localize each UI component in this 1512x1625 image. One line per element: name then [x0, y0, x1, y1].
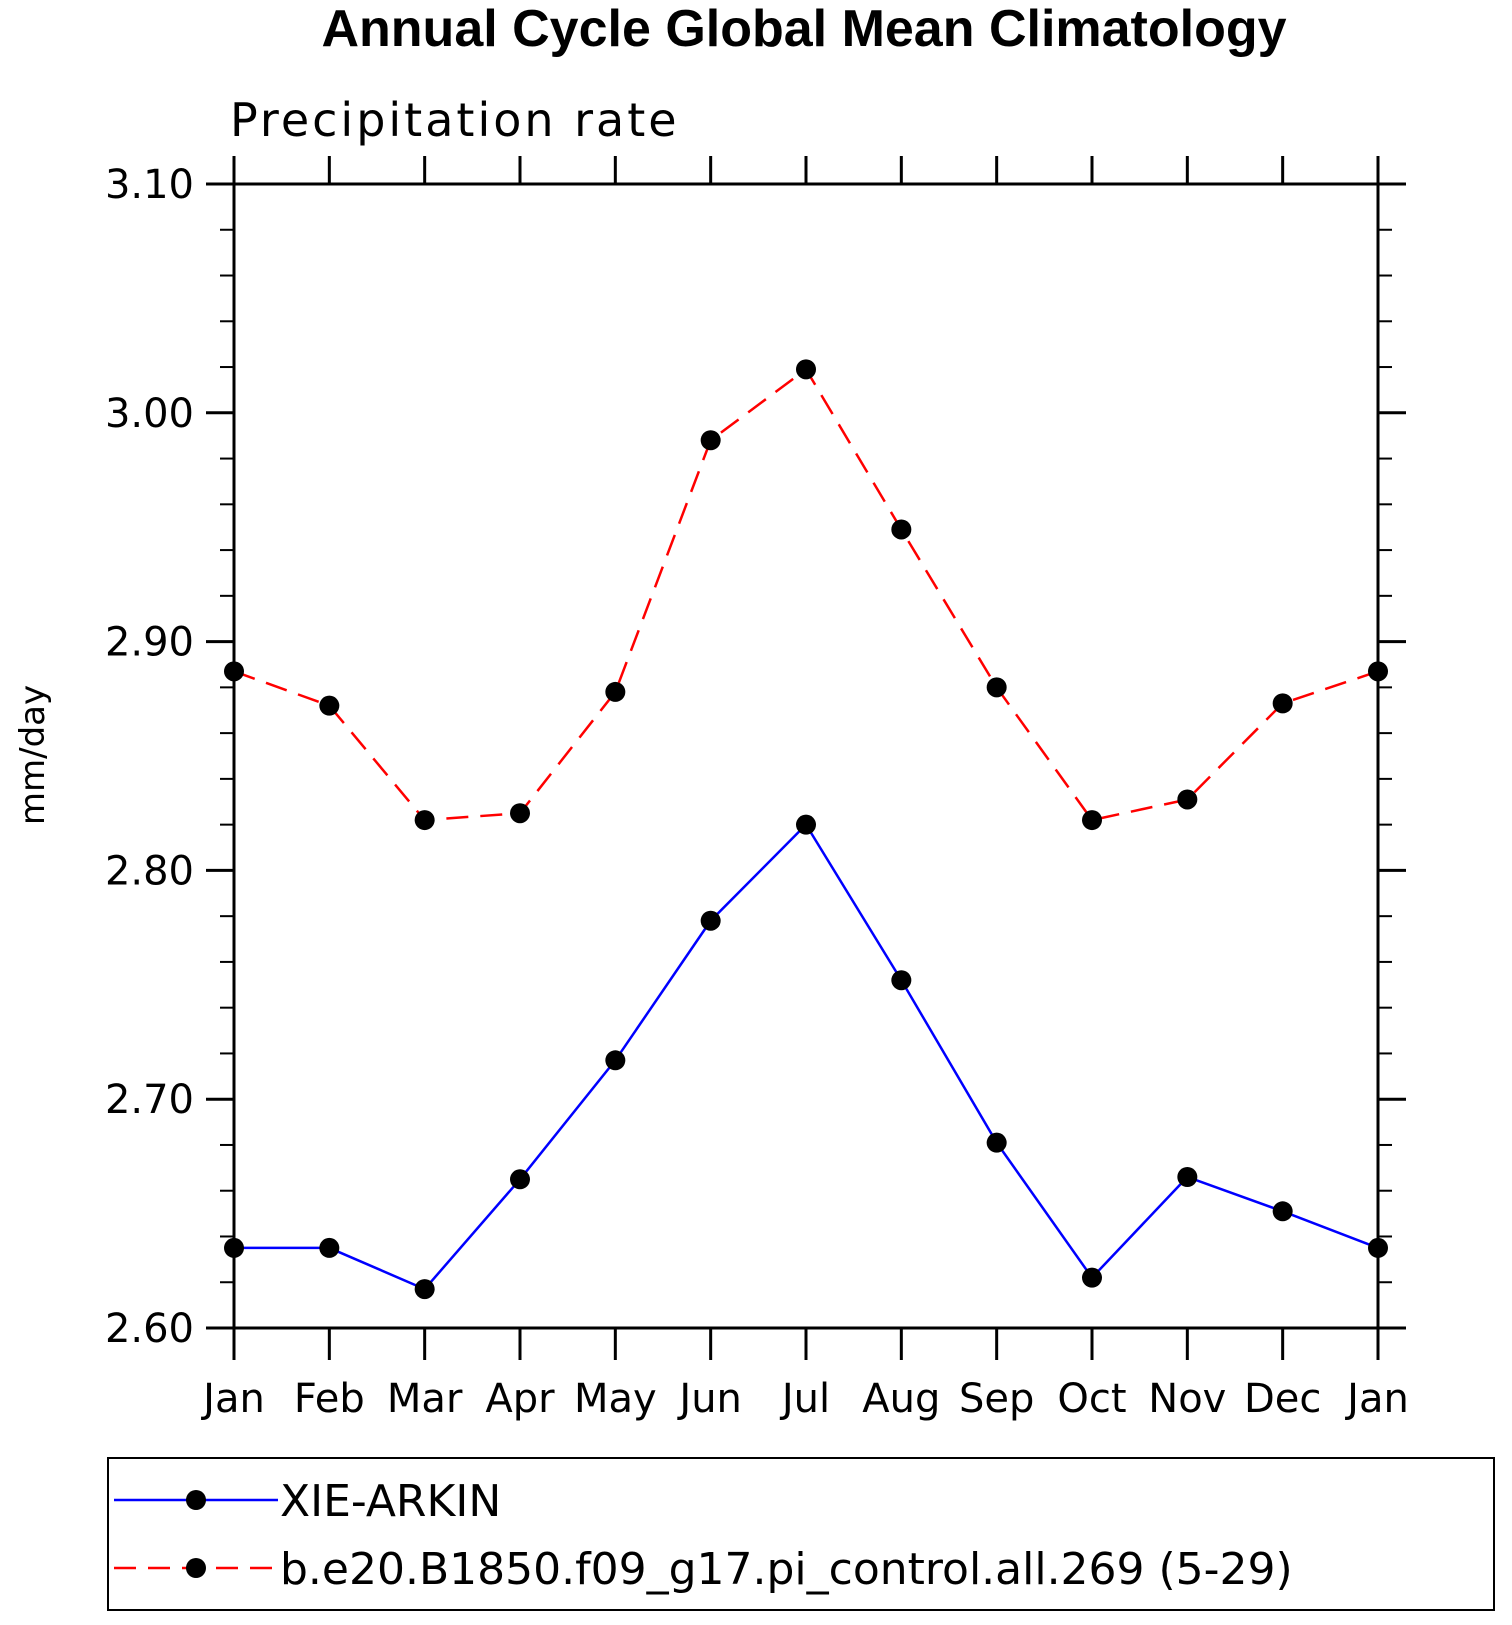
x-tick-label: May	[574, 1376, 657, 1422]
x-tick-label: Apr	[485, 1376, 555, 1422]
x-tick-label: Nov	[1148, 1376, 1226, 1422]
series-1-point	[510, 1169, 530, 1190]
x-tick-label: Dec	[1244, 1376, 1321, 1422]
series-1-point	[986, 1132, 1007, 1153]
y-tick-label: 2.70	[105, 1077, 194, 1123]
y-axis-label: mm/day	[13, 685, 53, 825]
series-group	[224, 359, 1388, 1300]
series-2-point	[1272, 693, 1293, 714]
x-tick-label: Sep	[959, 1376, 1034, 1422]
y-tick-label: 2.80	[105, 848, 194, 894]
series-2-point	[414, 810, 435, 831]
plot-frame	[232, 182, 1380, 1330]
legend: XIE-ARKIN b.e20.B1850.f09_g17.pi_control.…	[107, 1457, 1495, 1611]
series-line-2	[233, 367, 1379, 822]
series-1-point	[1368, 1237, 1388, 1258]
series-1-point	[319, 1237, 340, 1258]
series-2-point	[510, 803, 530, 824]
y-tick-label: 2.90	[105, 620, 194, 666]
chart-title: Annual Cycle Global Mean Climatology	[321, 0, 1286, 58]
series-2-point	[1177, 789, 1198, 810]
series-2-point	[1368, 661, 1388, 682]
series-2-point	[700, 430, 721, 451]
legend-marker-2	[186, 1558, 206, 1578]
x-tick-label: Jan	[1344, 1376, 1409, 1422]
series-1-point	[605, 1050, 626, 1071]
series-1-point	[700, 910, 721, 931]
series-2-point	[891, 519, 912, 540]
series-1-point	[796, 814, 816, 835]
y-tick-label: 3.10	[105, 162, 194, 208]
series-2-point	[319, 695, 340, 716]
series-1-point	[224, 1237, 244, 1258]
series-1-point	[891, 970, 912, 991]
series-2-point	[796, 359, 816, 380]
x-tick-label: Jul	[779, 1376, 830, 1422]
x-tick-label: Oct	[1057, 1376, 1126, 1422]
legend-label-1: XIE-ARKIN	[280, 1476, 501, 1527]
x-tick-label: Feb	[294, 1376, 365, 1422]
series-1-point	[1177, 1166, 1198, 1187]
x-tick-label: Jun	[676, 1376, 742, 1422]
legend-box	[107, 1457, 1495, 1611]
y-tick-label: 2.60	[105, 1306, 194, 1352]
chart-subtitle: Precipitation rate	[230, 93, 680, 147]
series-2-point	[605, 681, 626, 702]
series-line-1	[234, 822, 1379, 1291]
series-2-point	[224, 661, 244, 682]
x-tick-label: Jan	[200, 1376, 265, 1422]
legend-marker-1	[186, 1490, 206, 1510]
series-2-point	[986, 677, 1007, 698]
series-1-point	[1082, 1267, 1102, 1288]
axes-group: 2.60 2.70 2.80 2.90 3.00 3.10 Jan Feb Mar Apr May J…	[105, 156, 1409, 1422]
x-tick-label: Aug	[862, 1376, 940, 1422]
series-2-point	[1082, 810, 1102, 831]
y-tick-label: 3.00	[105, 391, 194, 437]
series-1-point	[1272, 1201, 1293, 1222]
series-1-point	[414, 1279, 435, 1300]
legend-label-2: b.e20.B1850.f09_g17.pi_control.all.269 (…	[280, 1544, 1293, 1595]
x-tick-label: Mar	[387, 1376, 463, 1422]
